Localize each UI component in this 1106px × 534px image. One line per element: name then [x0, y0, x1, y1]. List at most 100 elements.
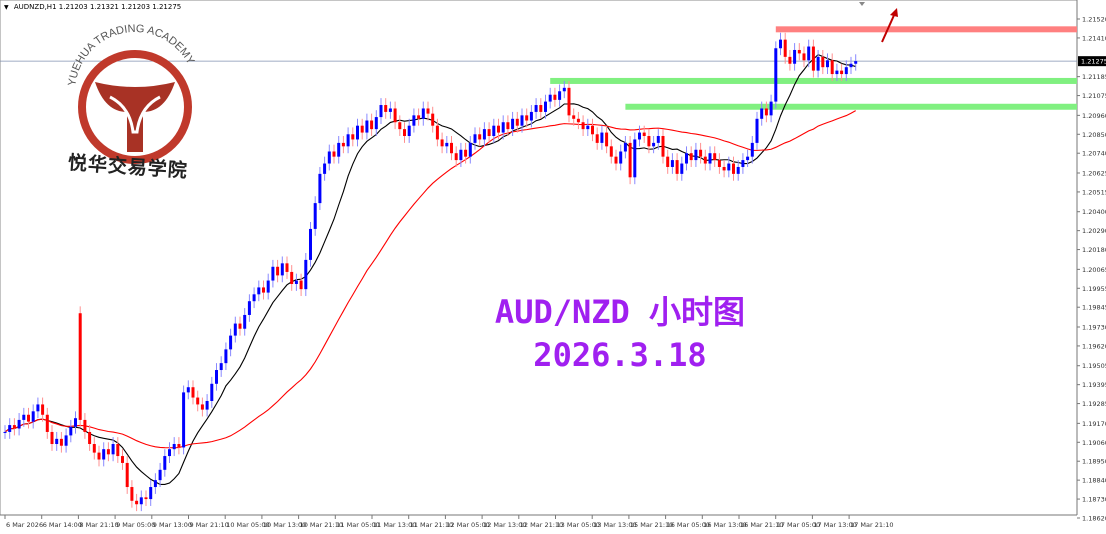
candle-body [64, 435, 68, 446]
candle-body [191, 387, 195, 398]
candle-body [699, 149, 703, 157]
candle-body [567, 87, 571, 116]
y-tick-label: 1.18730 [1082, 496, 1106, 504]
candle-body [614, 156, 618, 164]
candle-body [783, 39, 787, 57]
candle-body [69, 426, 73, 436]
chart-shift-marker-icon [859, 2, 865, 6]
candle-body [360, 125, 364, 133]
y-tick-label: 1.18840 [1082, 477, 1106, 485]
candle-body [511, 118, 515, 130]
candle-body [200, 404, 204, 410]
yuehua-logo: YUEHUA TRADING ACADEMY [66, 23, 197, 164]
candle-body [661, 136, 665, 157]
candle-body [793, 49, 797, 64]
x-tick-label: 11 Mar 21:10 [410, 521, 453, 529]
candle-body [779, 39, 782, 49]
candle-body [435, 125, 439, 140]
candle-body [450, 142, 453, 154]
candle-body [826, 60, 829, 68]
candle-body [12, 425, 16, 429]
candle-body [294, 280, 298, 284]
y-tick-label: 1.21075 [1082, 92, 1106, 100]
candle-body [290, 271, 294, 284]
candle-body [689, 153, 693, 161]
x-tick-label: 12 Mar 05:00 [446, 521, 489, 529]
candle-body [247, 301, 251, 315]
candle-body [144, 497, 148, 500]
y-tick-label: 1.18620 [1082, 515, 1106, 523]
moving-average-line [4, 110, 856, 449]
candle-body [581, 122, 585, 130]
collapse-triangle-icon[interactable]: ▼ [4, 4, 9, 11]
candle-body [370, 120, 374, 130]
x-tick-label: 13 Mar 13:00 [593, 521, 636, 529]
candle-body [525, 115, 529, 121]
candle-body [299, 280, 303, 290]
candle-body [685, 153, 688, 164]
candle-body [365, 120, 369, 133]
candle-body [708, 153, 712, 164]
level-band [550, 77, 1077, 84]
candle-body [417, 115, 421, 119]
x-tick-label: 9 Mar 21:10 [190, 521, 229, 529]
candle-body [680, 163, 684, 174]
symbol-label: AUDNZD,H1 [13, 3, 57, 11]
x-tick-label: 16 Mar 21:10 [740, 521, 783, 529]
candle-body [276, 266, 280, 276]
candle-body [22, 414, 26, 420]
candle-body [647, 136, 651, 147]
candle-body [628, 142, 632, 178]
x-tick-label: 16 Mar 13:00 [703, 521, 746, 529]
level-band [775, 26, 1077, 33]
candle-body [760, 108, 764, 119]
candle-body [454, 153, 458, 161]
y-tick-label: 1.20515 [1082, 188, 1106, 196]
candle-body [426, 108, 430, 114]
candle-body [271, 266, 275, 281]
candle-body [713, 153, 717, 161]
candle-body [534, 105, 538, 112]
candle-body [591, 125, 594, 135]
candle-body [548, 94, 552, 102]
candle-body [262, 287, 265, 293]
candle-body [468, 142, 472, 157]
candle-body [313, 203, 317, 229]
y-tick-label: 1.20400 [1082, 208, 1106, 216]
price-axis [1077, 0, 1106, 534]
candle-body [675, 160, 679, 174]
candle-body [384, 105, 388, 112]
x-tick-label: 10 Mar 05:00 [226, 521, 269, 529]
x-tick-label: 17 Mar 13:00 [813, 521, 856, 529]
candle-body [440, 139, 444, 147]
candle-body [233, 323, 237, 336]
candle-body [97, 452, 101, 460]
candle-body [506, 122, 510, 130]
candle-body [257, 287, 261, 295]
y-tick-label: 1.21410 [1082, 34, 1106, 42]
candle-body [149, 487, 153, 500]
x-tick-label: 10 Mar 21:10 [300, 521, 343, 529]
candle-body [205, 400, 209, 410]
candle-body [656, 136, 660, 143]
current-price-box [1078, 56, 1106, 67]
candle-body [544, 101, 547, 112]
x-tick-label: 12 Mar 21:10 [520, 521, 563, 529]
candle-body [45, 414, 49, 432]
candle-body [478, 134, 482, 140]
candle-body [670, 160, 674, 167]
candle-body [633, 139, 637, 178]
x-tick-label: 6 Mar 14:00 [43, 521, 82, 529]
y-tick-label: 1.19060 [1082, 439, 1106, 447]
y-tick-label: 1.19620 [1082, 342, 1106, 350]
candle-body [412, 115, 416, 126]
candle-body [797, 49, 801, 54]
candle-body [539, 105, 543, 112]
candle-body [285, 263, 289, 272]
candle-body [139, 497, 143, 505]
y-tick-label: 1.18950 [1082, 458, 1106, 466]
candle-body [854, 61, 858, 64]
ohlc-label: 1.21203 1.21321 1.21203 1.21275 [58, 3, 182, 11]
candle-body [398, 122, 402, 130]
candle-body [774, 48, 778, 102]
